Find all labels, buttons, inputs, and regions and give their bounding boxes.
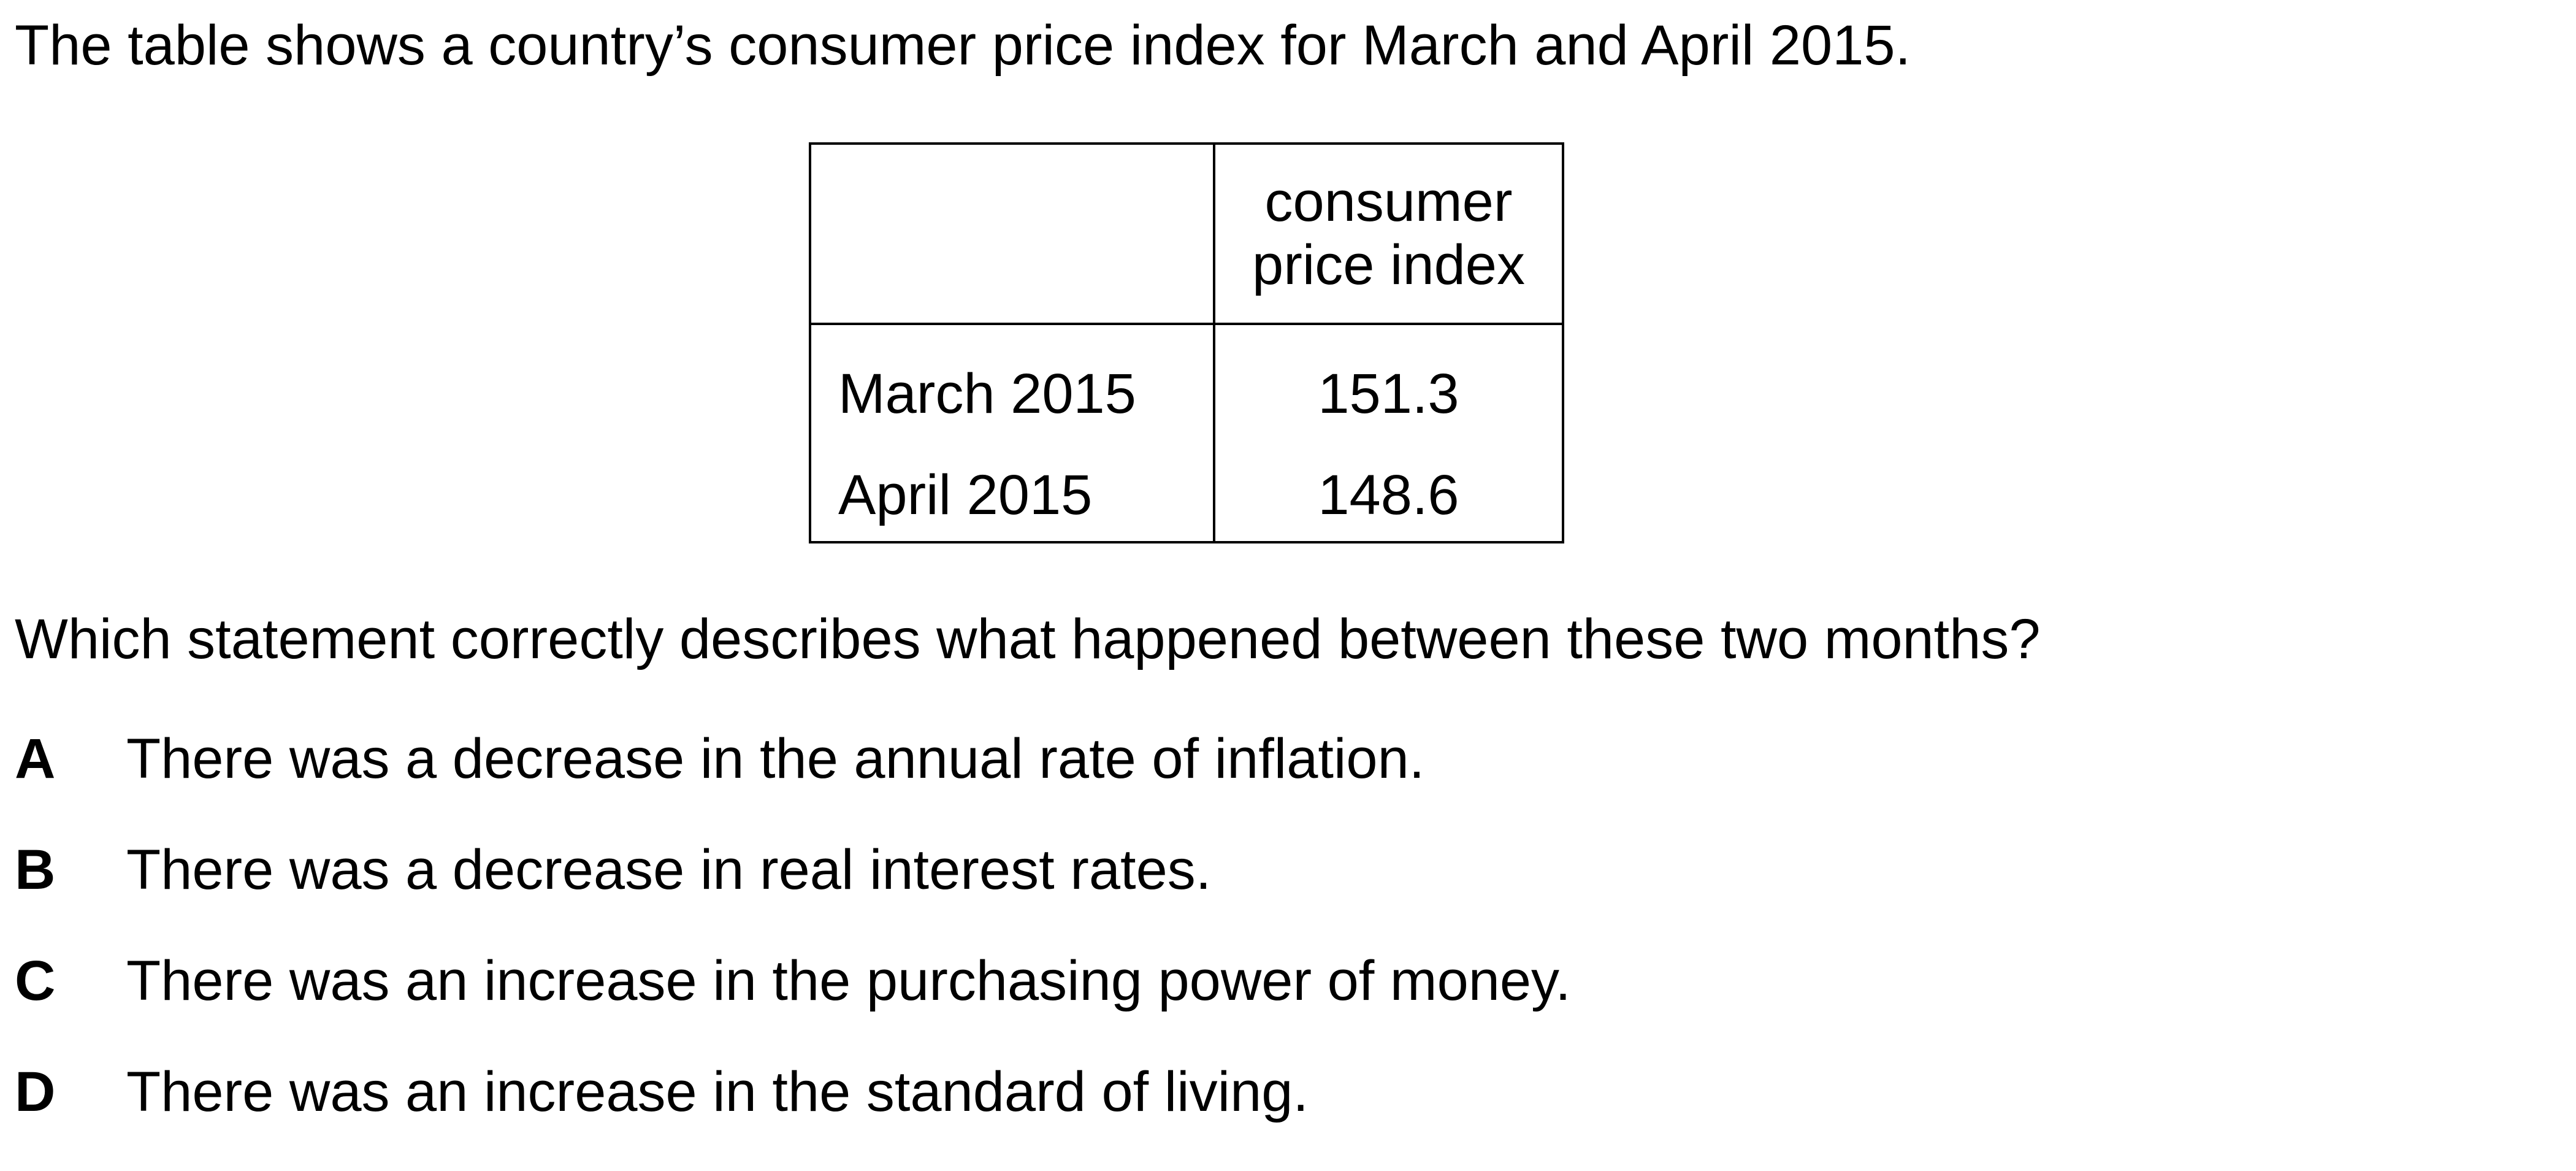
option-a[interactable]: A There was a decrease in the annual rat… <box>15 727 1571 838</box>
table-header-row: consumer price index <box>809 142 1564 325</box>
option-b[interactable]: B There was a decrease in real interest … <box>15 838 1571 949</box>
cpi-value-cell: 151.3 <box>1213 323 1564 464</box>
cpi-table: consumer price index March 2015 151.3 Ap… <box>809 142 1564 543</box>
option-text: There was an increase in the purchasing … <box>126 950 1571 1012</box>
cpi-column-header: consumer price index <box>1213 142 1564 325</box>
option-c[interactable]: C There was an increase in the purchasin… <box>15 949 1571 1060</box>
period-cell: April 2015 <box>809 464 1215 543</box>
table-row: March 2015 151.3 <box>809 323 1564 464</box>
cpi-header-line-2: price index <box>1252 234 1525 296</box>
table-row: April 2015 148.6 <box>809 464 1564 543</box>
table-corner-cell <box>809 142 1215 325</box>
cpi-header-line-1: consumer <box>1264 170 1513 233</box>
option-letter: B <box>15 839 56 901</box>
intro-text: The table shows a country’s consumer pri… <box>15 14 1911 77</box>
option-text: There was an increase in the standard of… <box>126 1061 1309 1123</box>
option-text: There was a decrease in the annual rate … <box>126 728 1425 790</box>
cpi-value-cell: 148.6 <box>1213 464 1564 543</box>
period-cell: March 2015 <box>809 323 1215 464</box>
question-text: Which statement correctly describes what… <box>15 608 2041 670</box>
option-letter: A <box>15 728 56 790</box>
option-d[interactable]: D There was an increase in the standard … <box>15 1060 1571 1171</box>
option-letter: C <box>15 950 56 1012</box>
option-text: There was a decrease in real interest ra… <box>126 839 1212 901</box>
option-letter: D <box>15 1061 56 1123</box>
answer-options: A There was a decrease in the annual rat… <box>15 727 1571 1171</box>
